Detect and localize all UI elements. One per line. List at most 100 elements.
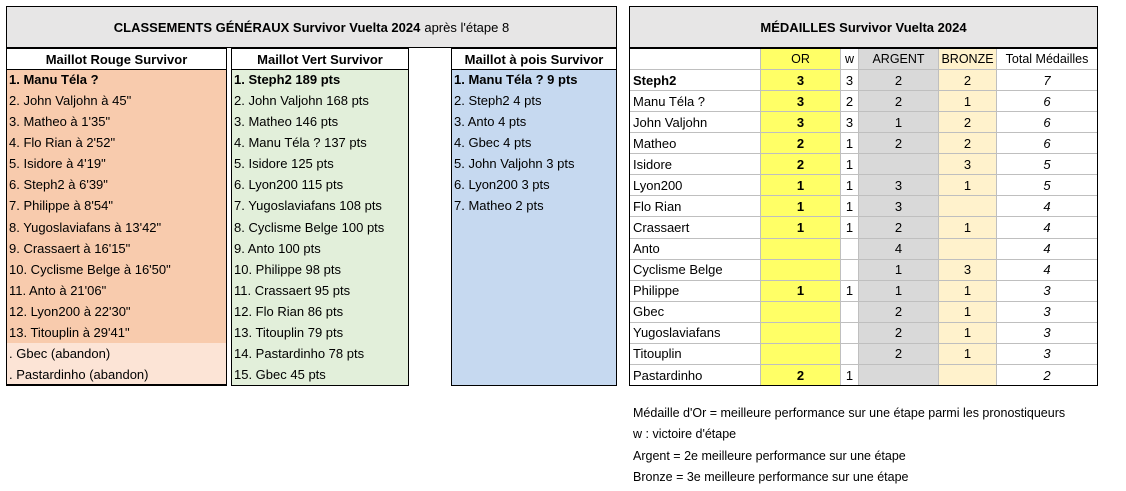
note: Bronze = 3e meilleure performance sur un… bbox=[633, 469, 909, 484]
medal-cell: 1 bbox=[840, 279, 859, 302]
medal-cell: 6 bbox=[996, 90, 1098, 113]
medal-name: Yugoslaviafans bbox=[629, 321, 761, 344]
medal-cell: 1 bbox=[938, 321, 997, 344]
medal-cell bbox=[840, 342, 859, 365]
medal-cell: 4 bbox=[996, 258, 1098, 281]
medal-cell bbox=[760, 237, 841, 260]
list-row: 14. Pastardinho 78 pts bbox=[234, 345, 365, 361]
medal-cell: 6 bbox=[996, 111, 1098, 134]
medal-cell: 3 bbox=[938, 258, 997, 281]
list-row: 15. Gbec 45 pts bbox=[234, 367, 326, 382]
medal-name: Anto bbox=[629, 237, 761, 260]
medal-cell bbox=[840, 321, 859, 344]
list-row: 12. Lyon200 à 22'30" bbox=[9, 303, 131, 319]
medal-cell: 3 bbox=[858, 174, 939, 197]
medal-cell: 3 bbox=[858, 195, 939, 218]
list-row: 10. Philippe 98 pts bbox=[234, 261, 341, 277]
medal-name: Manu Téla ? bbox=[629, 90, 761, 113]
title-rest: après l'étape 8 bbox=[424, 19, 510, 35]
medal-name: Pastardinho bbox=[629, 363, 761, 387]
list-row: 9. Anto 100 pts bbox=[234, 240, 321, 256]
list-row: 11. Anto à 21'06" bbox=[9, 282, 107, 298]
medal-cell bbox=[760, 300, 841, 323]
medal-col-header: w bbox=[840, 48, 859, 70]
medal-cell: 2 bbox=[858, 90, 939, 113]
medal-col-header: OR bbox=[760, 48, 841, 70]
medal-cell bbox=[858, 153, 939, 176]
medal-cell: 2 bbox=[858, 321, 939, 344]
medal-name: Titouplin bbox=[629, 342, 761, 365]
medal-name: Isidore bbox=[629, 153, 761, 176]
medal-cell: 3 bbox=[840, 111, 859, 134]
list-row: 5. Isidore à 4'19" bbox=[9, 156, 106, 172]
title-bold: CLASSEMENTS GÉNÉRAUX Survivor Vuelta 202… bbox=[113, 19, 421, 35]
list-row: 6. Lyon200 3 pts bbox=[454, 177, 550, 193]
medal-cell: 3 bbox=[760, 69, 841, 92]
list-row: 13. Titouplin 79 pts bbox=[234, 324, 344, 340]
list-header: Maillot Vert Survivor bbox=[231, 48, 409, 70]
list-row: 6. Lyon200 115 pts bbox=[234, 177, 344, 193]
medal-cell: 3 bbox=[760, 111, 841, 134]
medal-cell bbox=[840, 258, 859, 281]
medal-cell: 5 bbox=[996, 153, 1098, 176]
medal-cell: 4 bbox=[858, 237, 939, 260]
medal-name: Crassaert bbox=[629, 216, 761, 239]
medal-name: John Valjohn bbox=[629, 111, 761, 134]
medal-cell: 3 bbox=[760, 90, 841, 113]
medal-name: Cyclisme Belge bbox=[629, 258, 761, 281]
list-row: 1. Manu Téla ? 9 pts bbox=[454, 72, 578, 88]
list-row: 4. Manu Téla ? 137 pts bbox=[234, 135, 367, 151]
list-row: 7. Matheo 2 pts bbox=[454, 198, 544, 214]
list-row: 4. Flo Rian à 2'52" bbox=[9, 135, 116, 151]
medal-name: Philippe bbox=[629, 279, 761, 302]
list-row: 6. Steph2 à 6'39" bbox=[9, 177, 108, 193]
medal-cell: 2 bbox=[840, 90, 859, 113]
medal-cell: 1 bbox=[938, 342, 997, 365]
list-row: 8. Cyclisme Belge 100 pts bbox=[234, 219, 385, 235]
list-row: 4. Gbec 4 pts bbox=[454, 135, 532, 151]
medal-col-header: ARGENT bbox=[858, 48, 939, 70]
list-row: 13. Titouplin à 29'41" bbox=[9, 324, 130, 340]
note: Argent = 2e meilleure performance sur un… bbox=[633, 448, 906, 463]
list-body bbox=[6, 69, 227, 387]
medal-cell: 2 bbox=[858, 132, 939, 155]
list-body bbox=[451, 69, 617, 387]
medal-cell: 2 bbox=[938, 69, 997, 92]
medal-cell: 1 bbox=[760, 195, 841, 218]
list-row: 11. Crassaert 95 pts bbox=[234, 282, 351, 298]
medal-cell: 2 bbox=[996, 363, 1098, 387]
list-row-abandon: . Pastardinho (abandon) bbox=[7, 363, 226, 386]
medal-col-header: Total Médailles bbox=[996, 48, 1098, 70]
medal-cell: 2 bbox=[760, 153, 841, 176]
medal-cell bbox=[760, 321, 841, 344]
list-row: 2. John Valjohn 168 pts bbox=[234, 93, 369, 109]
list-row: 7. Philippe à 8'54" bbox=[9, 198, 113, 214]
list-row: 3. Matheo à 1'35" bbox=[9, 114, 111, 130]
medal-cell: 1 bbox=[938, 90, 997, 113]
medal-cell bbox=[858, 363, 939, 387]
medal-cell: 3 bbox=[996, 300, 1098, 323]
medal-col-header: BRONZE bbox=[938, 48, 997, 70]
medal-cell: 2 bbox=[858, 69, 939, 92]
medal-cell bbox=[760, 258, 841, 281]
list-row: 7. Yugoslaviafans 108 pts bbox=[234, 198, 382, 214]
medal-cell: 3 bbox=[996, 279, 1098, 302]
medal-name: Matheo bbox=[629, 132, 761, 155]
medal-cell: 1 bbox=[840, 216, 859, 239]
medal-cell: 2 bbox=[858, 342, 939, 365]
list-row: 9. Crassaert à 16'15" bbox=[9, 240, 131, 256]
medal-name: Flo Rian bbox=[629, 195, 761, 218]
medal-cell: 1 bbox=[858, 111, 939, 134]
medal-cell: 7 bbox=[996, 69, 1098, 92]
list-row: 1. Steph2 189 pts bbox=[234, 72, 341, 88]
medal-cell: 4 bbox=[996, 195, 1098, 218]
medal-cell: 1 bbox=[840, 195, 859, 218]
medal-cell: 2 bbox=[938, 132, 997, 155]
medal-cell: 1 bbox=[858, 258, 939, 281]
medal-cell: 1 bbox=[760, 279, 841, 302]
list-row: 2. Steph2 4 pts bbox=[454, 93, 542, 109]
medal-cell: 1 bbox=[858, 279, 939, 302]
medal-cell bbox=[938, 195, 997, 218]
list-row: 3. Matheo 146 pts bbox=[234, 114, 339, 130]
